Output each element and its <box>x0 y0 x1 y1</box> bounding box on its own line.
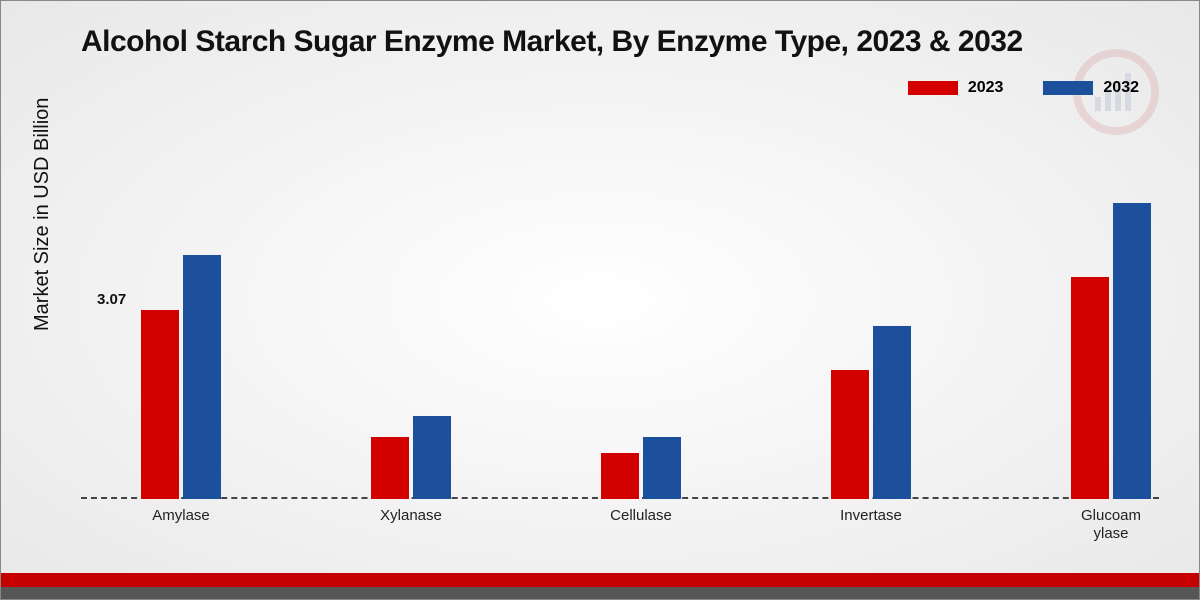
bar-2032-xylanase <box>413 416 451 499</box>
x-label-amylase: Amylase <box>111 499 251 525</box>
legend: 2023 2032 <box>908 79 1139 97</box>
bar-2032-amylase <box>183 255 221 499</box>
x-label-cellulase: Cellulase <box>571 499 711 525</box>
bar-group-glucoamylase: Glucoamylase <box>1071 203 1151 499</box>
chart-container: Alcohol Starch Sugar Enzyme Market, By E… <box>0 0 1200 600</box>
bar-2023-xylanase <box>371 437 409 499</box>
legend-swatch-2032 <box>1043 81 1093 95</box>
bar-group-cellulase: Cellulase <box>601 437 681 499</box>
legend-item-2023: 2023 <box>908 79 1004 97</box>
bar-group-xylanase: Xylanase <box>371 416 451 499</box>
footer-accent-bar <box>1 573 1199 599</box>
legend-item-2032: 2032 <box>1043 79 1139 97</box>
bar-2032-glucoamylase <box>1113 203 1151 499</box>
footer-grey-stripe <box>1 587 1199 599</box>
legend-label-2023: 2023 <box>968 79 1004 97</box>
bar-2023-glucoamylase <box>1071 277 1109 499</box>
bar-2032-cellulase <box>643 437 681 499</box>
x-label-glucoamylase: Glucoamylase <box>1041 499 1181 543</box>
bar-group-invertase: Invertase <box>831 326 911 499</box>
bar-2023-cellulase <box>601 453 639 499</box>
bar-2023-invertase <box>831 370 869 500</box>
x-label-invertase: Invertase <box>801 499 941 525</box>
plot-area: Amylase 3.07 Xylanase Cellulase Invertas… <box>81 131 1159 499</box>
y-axis-label: Market Size in USD Billion <box>31 98 54 331</box>
legend-label-2032: 2032 <box>1103 79 1139 97</box>
bar-2032-invertase <box>873 326 911 499</box>
footer-red-stripe <box>1 573 1199 587</box>
bar-2023-amylase <box>141 310 179 499</box>
bar-group-amylase: Amylase 3.07 <box>141 255 221 499</box>
legend-swatch-2023 <box>908 81 958 95</box>
chart-title: Alcohol Starch Sugar Enzyme Market, By E… <box>81 25 1023 59</box>
value-label-amylase-2023: 3.07 <box>97 291 126 308</box>
x-label-xylanase: Xylanase <box>341 499 481 525</box>
